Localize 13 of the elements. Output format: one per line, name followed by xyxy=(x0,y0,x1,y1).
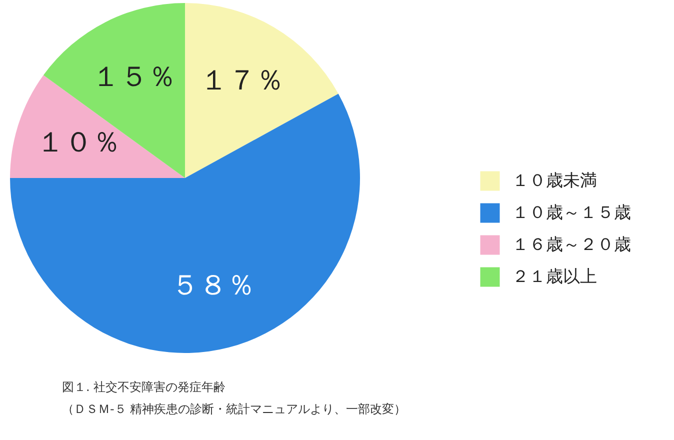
legend-label: ２１歳以上 xyxy=(512,267,597,287)
legend-label: １０歳未満 xyxy=(512,171,597,191)
pie-slice xyxy=(43,3,185,178)
pie-slice xyxy=(185,3,338,178)
caption: 図１. 社交不安障害の発症年齢 xyxy=(62,379,227,396)
text: （ＤＳＭ-５ 精神疾患の診断・統計マニュアルより、一部改変） xyxy=(62,401,406,418)
legend-label: １０歳～１５歳 xyxy=(512,203,631,223)
data-label: １５％ xyxy=(92,60,176,94)
data-label: １７％ xyxy=(200,64,284,97)
data-label: ５８％ xyxy=(170,268,255,302)
legend-label: １６歳～２０歳 xyxy=(512,235,631,255)
pie-slice xyxy=(10,94,360,353)
data-label: １０％ xyxy=(36,125,120,158)
